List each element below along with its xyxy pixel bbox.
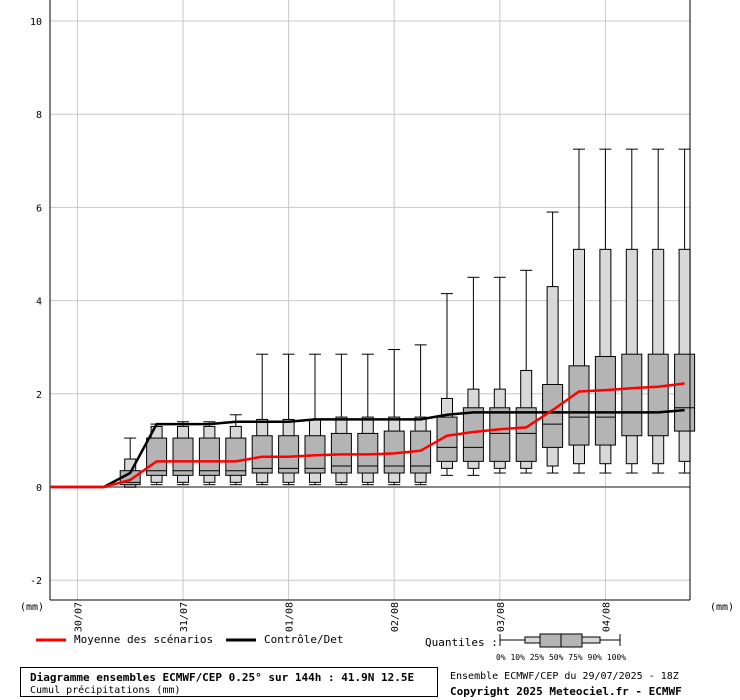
box-p25-p75 [225,437,247,476]
box-p25-p75 [251,435,273,474]
box-p25-p75 [647,353,669,437]
chart-subtitle: Cumul précipitations (mm) [30,685,181,696]
footer-run: Ensemble ECMWF/CEP du 29/07/2025 - 18Z [450,671,679,682]
box-plot [278,353,300,486]
box-plot [462,276,484,476]
box-plot [198,421,220,486]
quantiles-label: Quantiles : [425,636,498,649]
box-plot [568,148,590,474]
box-p25-p75 [198,437,220,476]
box-plot [621,148,643,474]
box-plot [674,148,696,474]
chart-grid [50,0,690,600]
control-line [51,408,685,489]
box-p25-p75 [146,437,168,476]
box-p10-p90 [573,248,585,465]
y-tick-label: 0 [36,483,42,494]
box-p10-p90 [546,286,559,467]
y-tick-label: 10 [30,17,42,28]
x-tick-label: 02/08 [390,602,401,632]
box-plot [489,276,511,474]
box-series [119,148,696,488]
mean-line [51,382,685,489]
chart-title: Diagramme ensembles ECMWF/CEP 0.25° sur … [30,671,415,684]
box-plot [410,344,432,486]
box-plot [515,269,537,474]
x-tick-label: 03/08 [496,602,507,632]
box-plot [647,148,669,474]
legend-mean-label: Moyenne des scénarios [74,633,213,646]
y-unit-left: (mm) [20,602,44,613]
x-tick-label: 01/08 [285,602,296,632]
box-p25-p75 [489,407,511,462]
box-p25-p75 [278,435,300,474]
box-p25-p75 [568,365,590,446]
box-plot [225,414,247,486]
legend-control-label: Contrôle/Det [264,633,343,646]
x-tick-label: 04/08 [601,602,612,632]
y-tick-labels: -2 0 2 4 6 8 10 [30,17,42,587]
y-tick-label: 8 [36,110,42,121]
chart-caption: Diagramme ensembles ECMWF/CEP 0.25° sur … [20,667,438,697]
box-p25-p75 [674,353,696,432]
box-plot [304,353,326,486]
footer-copyright: Copyright 2025 Meteociel.fr - ECMWF [450,685,682,698]
box-p25-p75 [172,437,194,476]
box-plot [146,423,168,486]
quantile-legend-box [499,633,621,648]
x-tick-label: 30/07 [73,602,84,632]
box-plot [542,211,564,474]
box-plot [251,353,273,486]
y-tick-label: 4 [36,297,42,308]
box-plot [172,421,194,486]
box-plot [383,349,405,486]
box-p25-p75 [436,416,458,462]
x-tick-label: 31/07 [179,602,190,632]
y-unit-right: (mm) [710,602,734,613]
y-tick-label: 6 [36,203,42,214]
box-plot [436,293,458,476]
chart-axes [49,0,691,601]
line-series [51,382,685,489]
box-p25-p75 [621,353,643,437]
box-p25-p75 [515,407,537,462]
box-p25-p75 [462,407,484,462]
x-tick-labels: 30/07 31/07 01/08 02/08 03/08 04/08 [73,602,612,632]
quantile-ticks: 0% 10% 25% 50% 75% 90% 100% [496,653,626,662]
y-tick-label: -2 [30,576,42,587]
box-p25-p75 [594,356,616,446]
box-plot [594,148,616,474]
y-tick-label: 2 [36,390,42,401]
